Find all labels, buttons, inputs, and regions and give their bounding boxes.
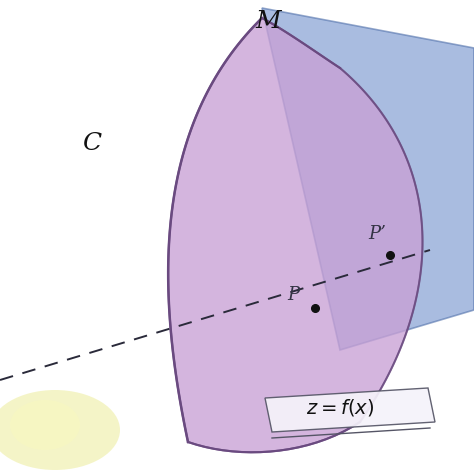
Text: M: M: [255, 10, 281, 33]
Text: P: P: [287, 286, 299, 304]
Ellipse shape: [0, 390, 120, 470]
Polygon shape: [265, 388, 435, 432]
Text: $z=f(x)$: $z=f(x)$: [306, 398, 374, 419]
Polygon shape: [262, 8, 474, 350]
Text: C: C: [82, 132, 101, 155]
Text: P’: P’: [368, 225, 386, 243]
Ellipse shape: [10, 400, 80, 450]
Polygon shape: [168, 18, 422, 452]
